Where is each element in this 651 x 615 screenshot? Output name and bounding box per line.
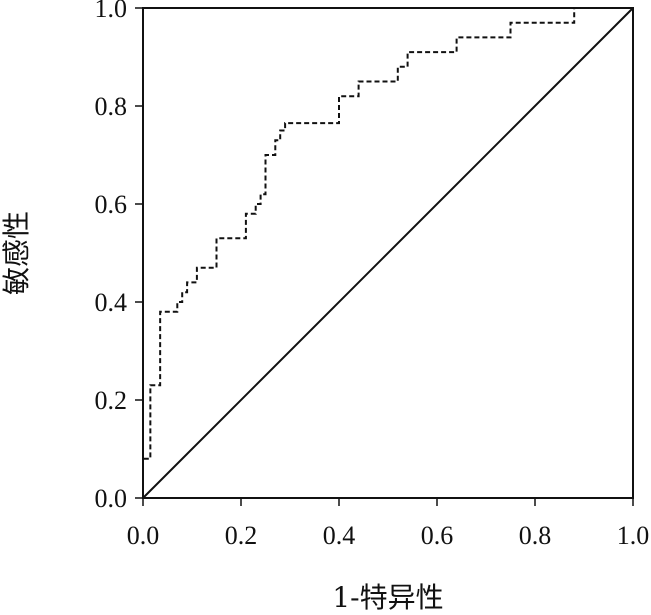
plot-frame xyxy=(142,7,634,499)
x-tick-label: 0.2 xyxy=(225,521,258,550)
x-tick-label: 0.4 xyxy=(323,521,356,550)
x-tick-label: 0.0 xyxy=(127,521,160,550)
x-tick-label: 1.0 xyxy=(617,521,650,550)
roc-curve-line xyxy=(142,7,633,498)
y-tick-label: 0.4 xyxy=(95,288,128,317)
x-tick-label: 0.8 xyxy=(519,521,552,550)
y-tick-label: 0.2 xyxy=(95,386,128,415)
y-tick-label: 0.0 xyxy=(95,484,128,513)
y-axis-title: 敏感性 xyxy=(0,211,33,295)
x-tick-label: 0.6 xyxy=(421,521,454,550)
x-axis-title: 1-特异性 xyxy=(332,581,443,614)
y-tick-label: 1.0 xyxy=(95,0,128,23)
y-axis-ticks: 0.0 0.2 0.4 0.6 0.8 1.0 xyxy=(95,0,143,513)
y-tick-label: 0.8 xyxy=(95,92,128,121)
y-tick-label: 0.6 xyxy=(95,190,128,219)
x-axis-ticks: 0.0 0.2 0.4 0.6 0.8 1.0 xyxy=(127,498,650,550)
reference-diagonal-line xyxy=(142,7,634,499)
series-layer xyxy=(142,7,634,499)
